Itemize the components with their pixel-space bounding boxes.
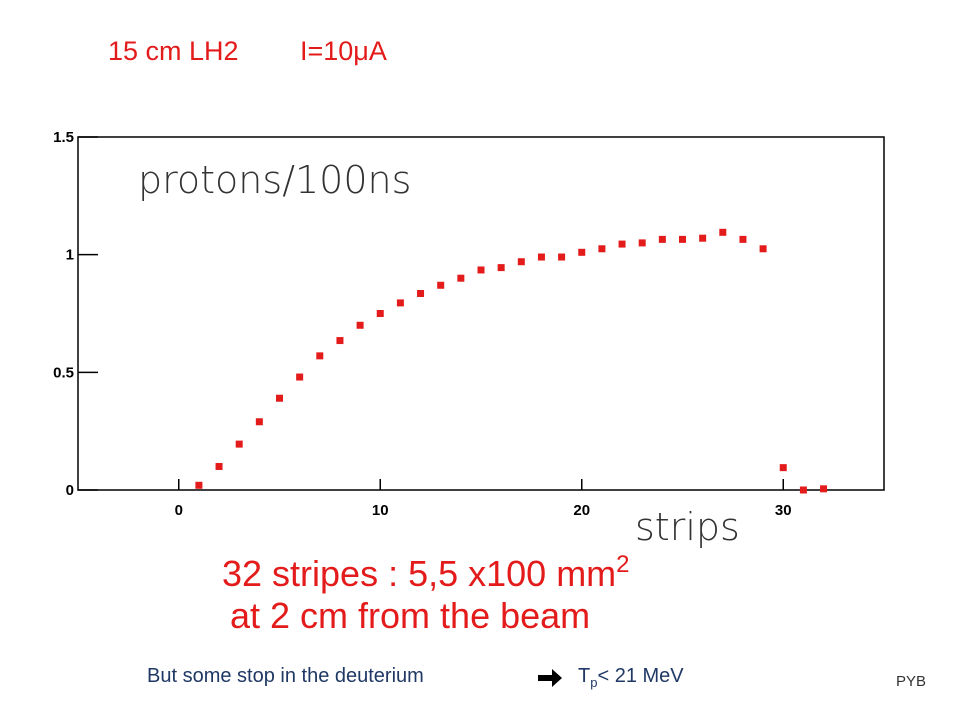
marker (759, 245, 767, 253)
marker (457, 274, 465, 282)
note: But some stop in the deuterium (147, 665, 424, 687)
marker (537, 253, 545, 261)
marker (799, 486, 807, 494)
y-tick-label: 1 (66, 247, 74, 264)
marker (558, 253, 566, 261)
marker (679, 235, 686, 243)
title-left: 15 cm LH2 (108, 36, 239, 66)
plot-frame (77, 136, 885, 491)
note-formula: Tp< 21 MeV (578, 665, 684, 690)
marker (699, 234, 707, 242)
y-axis-label: protons/100ns (138, 158, 411, 202)
marker (437, 281, 445, 289)
marker (255, 418, 263, 426)
arrow-icon (538, 669, 562, 687)
marker (396, 299, 404, 307)
marker (739, 235, 747, 243)
marker (578, 248, 586, 256)
marker (638, 239, 646, 247)
marker (316, 352, 324, 360)
marker (779, 464, 787, 472)
marker (417, 289, 425, 297)
caption-line: 32 stripes : 5,5 x100 mm2 (222, 551, 630, 594)
x-tick-label: 0 (175, 502, 183, 519)
marker (376, 310, 384, 317)
y-tick-label: 0.5 (53, 364, 74, 381)
marker (658, 235, 666, 243)
note-subscript: p (590, 675, 597, 690)
y-tick-label: 1.5 (53, 129, 74, 146)
marker (215, 462, 223, 470)
marker (336, 337, 344, 345)
x-tick-label: 30 (775, 502, 792, 519)
caption-line: at 2 cm from the beam (230, 595, 590, 636)
marker (598, 245, 606, 253)
x-tick-label: 20 (573, 502, 590, 519)
title-right: I=10μA (300, 36, 387, 66)
x-axis-label: strips (635, 505, 740, 549)
y-tick-label: 0 (66, 482, 74, 499)
marker (820, 485, 828, 493)
marker (235, 440, 243, 448)
marker (477, 266, 485, 274)
marker (356, 321, 364, 329)
caption-text: 32 stripes : 5,5 x100 mm (222, 553, 616, 594)
marker (497, 264, 505, 272)
caption-superscript: 2 (616, 551, 629, 578)
marker (276, 394, 283, 402)
note-tail: < 21 MeV (597, 665, 684, 687)
marker (517, 258, 525, 266)
x-tick-label: 10 (372, 502, 389, 519)
author: PYB (896, 673, 926, 690)
marker (195, 481, 203, 489)
note-symbol: T (578, 665, 590, 687)
marker (618, 240, 626, 248)
marker (719, 228, 727, 236)
marker (296, 373, 304, 381)
